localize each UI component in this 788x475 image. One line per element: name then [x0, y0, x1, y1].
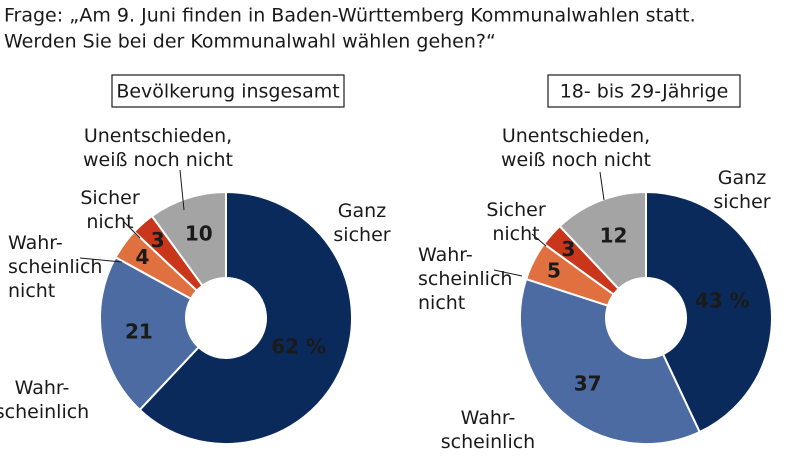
- category-label: Unentschieden, weiß noch nicht: [501, 125, 651, 171]
- value-label: 21: [125, 319, 153, 343]
- value-label: 43 %: [695, 288, 750, 312]
- donut-hole: [606, 278, 686, 358]
- value-label: 5: [547, 259, 561, 283]
- category-line: weiß noch nicht: [501, 149, 651, 171]
- category-label: Ganz sicher: [333, 200, 390, 246]
- title-box: [111, 74, 345, 108]
- category-label: Wahr-scheinlich nicht: [8, 232, 102, 302]
- question-line: Werden Sie bei der Kommunalwahl wählen g…: [4, 31, 496, 53]
- category-line: Unentschieden,: [502, 125, 650, 147]
- category-line: sicher: [333, 224, 390, 246]
- category-line: Wahr-: [461, 407, 516, 429]
- value-label: 62 %: [271, 334, 326, 358]
- category-line: Sicher: [486, 199, 546, 221]
- category-line: Ganz: [338, 200, 386, 222]
- question-line: Frage: „Am 9. Juni finden in Baden-Württ…: [4, 5, 696, 27]
- category-line: nicht: [8, 280, 55, 302]
- leader-line: [123, 221, 141, 239]
- category-line: nicht: [418, 292, 465, 314]
- category-label: Wahr-scheinlich nicht: [418, 244, 512, 314]
- leader-line: [493, 269, 523, 277]
- category-line: nicht: [492, 223, 539, 245]
- value-label: 3: [151, 228, 165, 252]
- value-label: 10: [185, 222, 213, 246]
- value-label: 3: [562, 237, 576, 261]
- category-label: Ganz sicher: [713, 167, 770, 213]
- category-label: Sicher nicht: [80, 187, 140, 233]
- category-line: Wahr-: [8, 232, 63, 254]
- category-line: weiß noch nicht: [83, 149, 233, 171]
- chart-title: Bevölkerung insgesamt: [116, 81, 339, 103]
- leader-line: [179, 169, 185, 211]
- category-line: Wahr-: [15, 377, 70, 399]
- leader-line: [79, 257, 123, 263]
- category-label: Sicher nicht: [486, 199, 546, 245]
- category-label: Unentschieden, weiß noch nicht: [83, 125, 233, 171]
- category-label: Wahr-scheinlich: [441, 407, 535, 453]
- value-label: 37: [574, 372, 602, 396]
- category-line: scheinlich: [8, 256, 102, 278]
- value-label: 4: [135, 245, 149, 269]
- category-line: Unentschieden,: [84, 125, 232, 147]
- category-line: Sicher: [80, 187, 140, 209]
- category-line: scheinlich: [0, 401, 89, 423]
- chart-title: 18- bis 29-Jährige: [560, 81, 729, 103]
- leader-line: [531, 233, 547, 247]
- category-line: nicht: [86, 211, 133, 233]
- leader-line: [599, 171, 605, 201]
- category-line: scheinlich: [418, 268, 512, 290]
- category-line: sicher: [713, 191, 770, 213]
- value-label: 12: [600, 223, 628, 247]
- category-line: scheinlich: [441, 431, 535, 453]
- category-line: Ganz: [718, 167, 766, 189]
- category-line: Wahr-: [418, 244, 473, 266]
- donut-hole: [186, 278, 266, 358]
- category-label: Wahr-scheinlich: [0, 377, 89, 423]
- title-box: [547, 74, 741, 108]
